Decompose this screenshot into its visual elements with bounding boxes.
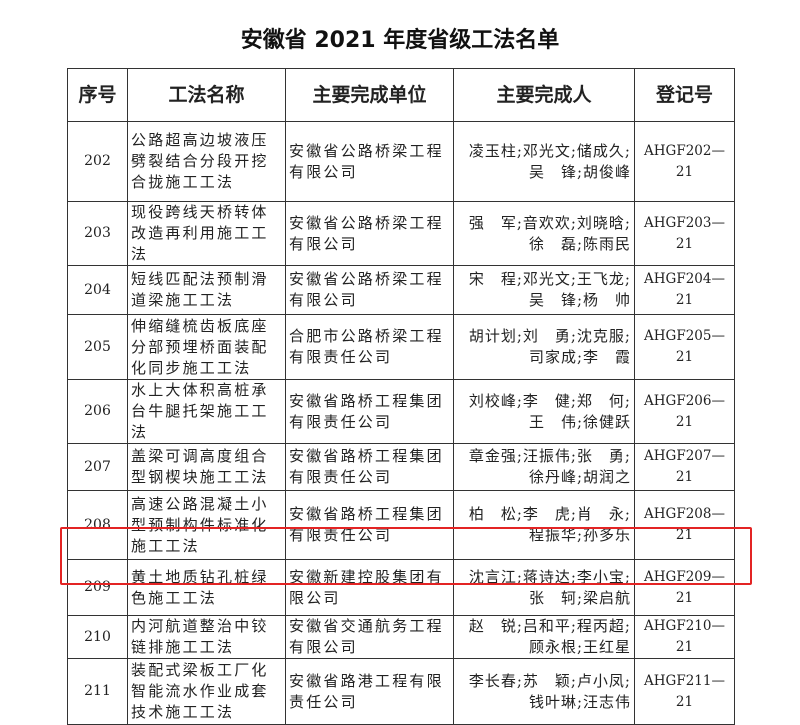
method-list-table: 序号 工法名称 主要完成单位 主要完成人 登记号 202 公路超高边坡液压劈裂结合…: [67, 68, 735, 725]
person-line: 张 轲;梁启航: [528, 588, 631, 607]
person-line: 吴 锋;胡俊峰: [528, 162, 631, 181]
person-line: 司家成;李 霞: [528, 348, 631, 366]
registration-number: AHGF202—21: [634, 121, 735, 202]
person-line: 顾永根;王红星: [528, 638, 631, 656]
completion-unit: 安徽省公路桥梁工程有限公司: [285, 121, 454, 202]
row-number: 205: [67, 314, 128, 380]
person-line: 章金强;汪振伟;张 勇;: [468, 447, 631, 465]
registration-number: AHGF203—21: [634, 201, 735, 266]
registration-number: AHGF204—21: [634, 265, 735, 315]
table-row: 202 公路超高边坡液压劈裂结合分段开挖合拢施工工法 安徽省公路桥梁工程有限公司 凌玉…: [67, 121, 735, 202]
completion-persons: 赵 锐;吕和平;程丙超; 顾永根;王红星: [453, 615, 635, 659]
person-line: 刘校峰;李 健;郑 何;: [468, 391, 631, 410]
row-number: 209: [67, 559, 128, 616]
completion-unit: 安徽新建控股集团有限公司: [285, 559, 454, 616]
person-line: 强 军;音欢欢;刘晓晗;: [468, 213, 631, 232]
completion-unit: 安徽省路桥工程集团有限责任公司: [285, 379, 454, 444]
table-row: 205 伸缩缝梳齿板底座分部预埋桥面装配化同步施工工法 合肥市公路桥梁工程有限责任公…: [67, 314, 735, 380]
registration-number: AHGF207—21: [634, 443, 735, 491]
method-name: 伸缩缝梳齿板底座分部预埋桥面装配化同步施工工法: [127, 314, 286, 380]
table-row: 211 装配式梁板工厂化智能流水作业成套技术施工工法 安徽省路港工程有限责任公司 李长…: [67, 658, 735, 725]
completion-persons: 李长春;苏 颖;卢小凤; 钱叶琳;汪志伟: [453, 658, 635, 725]
person-line: 胡计划;刘 勇;沈克服;: [468, 327, 631, 345]
completion-persons: 胡计划;刘 勇;沈克服; 司家成;李 霞: [453, 314, 635, 380]
person-line: 徐 磊;陈雨民: [528, 234, 631, 253]
table-row: 208 高速公路混凝土小型预制构件标准化施工工法 安徽省路桥工程集团有限责任公司柏 …: [67, 490, 735, 560]
table-header-row: 序号 工法名称 主要完成单位 主要完成人 登记号: [67, 68, 735, 122]
method-name: 水上大体积高桩承台牛腿托架施工工法: [127, 379, 286, 444]
row-number: 206: [67, 379, 128, 444]
registration-number: AHGF209—21: [634, 559, 735, 616]
person-line: 凌玉柱;邓光文;储成久;: [468, 141, 631, 160]
person-line: 赵 锐;吕和平;程丙超;: [468, 617, 631, 635]
method-name: 高速公路混凝土小型预制构件标准化施工工法: [127, 490, 286, 560]
registration-number: AHGF211—21: [634, 658, 735, 725]
col-header-unit: 主要完成单位: [285, 68, 454, 122]
registration-number: AHGF206—21: [634, 379, 735, 444]
page-title: 安徽省 2021 年度省级工法名单: [240, 28, 560, 53]
row-number: 204: [67, 265, 128, 315]
method-name: 公路超高边坡液压劈裂结合分段开挖合拢施工工法: [127, 121, 286, 202]
person-line: 吴 锋;杨 帅: [528, 291, 631, 309]
method-name: 短线匹配法预制滑道梁施工工法: [127, 265, 286, 315]
row-number: 207: [67, 443, 128, 491]
row-number: 208: [67, 490, 128, 560]
completion-persons: 刘校峰;李 健;郑 何; 王 伟;徐健跃: [453, 379, 635, 444]
method-name: 装配式梁板工厂化智能流水作业成套技术施工工法: [127, 658, 286, 725]
row-number: 211: [67, 658, 128, 725]
table-row: 203 现役跨线天桥转体改造再利用施工工法 安徽省公路桥梁工程有限公司强 军;音欢欢…: [67, 201, 735, 266]
table-row: 209 黄土地质钻孔桩绿色施工工法 安徽新建控股集团有限公司 沈言江;蒋诗达;李小宝;…: [67, 559, 735, 616]
method-name: 内河航道整治中铰链排施工工法: [127, 615, 286, 659]
person-line: 程振华;孙多乐: [528, 526, 631, 544]
person-line: 徐丹峰;胡润之: [528, 468, 631, 486]
table-row: 206 水上大体积高桩承台牛腿托架施工工法 安徽省路桥工程集团有限责任公司 刘校峰;李…: [67, 379, 735, 444]
row-number: 202: [67, 121, 128, 202]
completion-unit: 安徽省公路桥梁工程有限公司: [285, 201, 454, 266]
completion-unit: 合肥市公路桥梁工程有限责任公司: [285, 314, 454, 380]
completion-unit: 安徽省路桥工程集团有限责任公司: [285, 490, 454, 560]
row-number: 203: [67, 201, 128, 266]
registration-number: AHGF205—21: [634, 314, 735, 380]
row-number: 210: [67, 615, 128, 659]
completion-persons: 凌玉柱;邓光文;储成久; 吴 锋;胡俊峰: [453, 121, 635, 202]
col-header-registration: 登记号: [634, 68, 735, 122]
person-line: 王 伟;徐健跃: [528, 412, 631, 431]
table-row: 204 短线匹配法预制滑道梁施工工法 安徽省公路桥梁工程有限公司宋 程;邓光文;王飞…: [67, 265, 735, 315]
table-row: 207 盖梁可调高度组合型钢楔块施工工法 安徽省路桥工程集团有限责任公司 章金强;汪振…: [67, 443, 735, 491]
table-row: 210 内河航道整治中铰链排施工工法 安徽省交通航务工程有限公司赵 锐;吕和平;程丙…: [67, 615, 735, 659]
completion-unit: 安徽省公路桥梁工程有限公司: [285, 265, 454, 315]
registration-number: AHGF208—21: [634, 490, 735, 560]
completion-persons: 章金强;汪振伟;张 勇; 徐丹峰;胡润之: [453, 443, 635, 491]
col-header-method-name: 工法名称: [127, 68, 286, 122]
completion-persons: 强 军;音欢欢;刘晓晗; 徐 磊;陈雨民: [453, 201, 635, 266]
completion-persons: 沈言江;蒋诗达;李小宝; 张 轲;梁启航: [453, 559, 635, 616]
completion-persons: 柏 松;李 虎;肖 永; 程振华;孙多乐: [453, 490, 635, 560]
person-line: 李长春;苏 颖;卢小凤;: [468, 671, 631, 690]
method-name: 现役跨线天桥转体改造再利用施工工法: [127, 201, 286, 266]
completion-persons: 宋 程;邓光文;王飞龙; 吴 锋;杨 帅: [453, 265, 635, 315]
col-header-persons: 主要完成人: [453, 68, 635, 122]
person-line: 钱叶琳;汪志伟: [528, 692, 631, 711]
method-name: 黄土地质钻孔桩绿色施工工法: [127, 559, 286, 616]
col-header-number: 序号: [67, 68, 128, 122]
person-line: 沈言江;蒋诗达;李小宝;: [468, 567, 631, 586]
completion-unit: 安徽省交通航务工程有限公司: [285, 615, 454, 659]
method-name: 盖梁可调高度组合型钢楔块施工工法: [127, 443, 286, 491]
registration-number: AHGF210—21: [634, 615, 735, 659]
person-line: 柏 松;李 虎;肖 永;: [468, 505, 631, 523]
completion-unit: 安徽省路桥工程集团有限责任公司: [285, 443, 454, 491]
completion-unit: 安徽省路港工程有限责任公司: [285, 658, 454, 725]
person-line: 宋 程;邓光文;王飞龙;: [468, 270, 631, 288]
